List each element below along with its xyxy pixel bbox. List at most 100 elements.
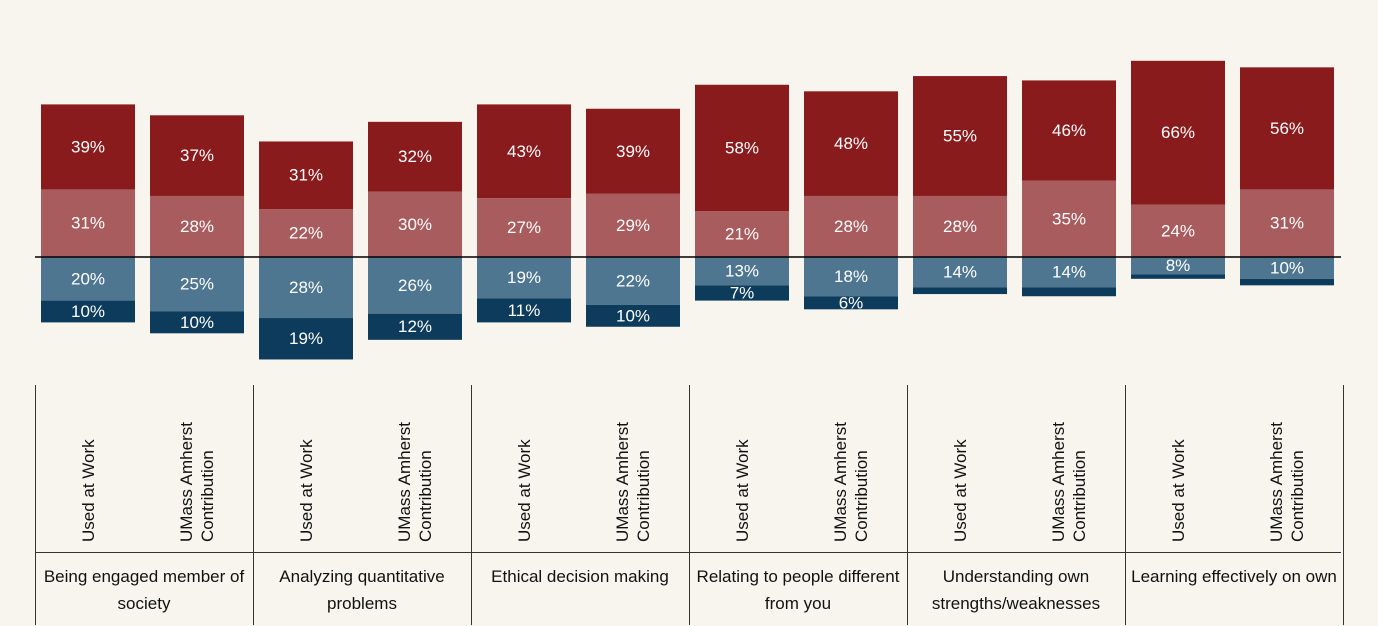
value-label: 28% (943, 217, 977, 236)
bar-segment (1240, 257, 1334, 279)
bar-segment (695, 84, 789, 212)
group-separator (1343, 385, 1344, 625)
bar-segment (804, 91, 898, 196)
bar-segment (477, 198, 571, 257)
group-separator (1125, 385, 1126, 625)
value-label: 66% (1161, 123, 1195, 142)
bar-segment (368, 121, 462, 192)
bar-segment (150, 115, 244, 196)
value-label: 10% (180, 313, 214, 332)
bar-segment (913, 257, 1007, 288)
bar-segment (1240, 67, 1334, 190)
bar-segment (150, 311, 244, 334)
bar-segment (41, 300, 135, 323)
group-label: Learning effectively on own (1131, 567, 1337, 586)
bar-label: Used at Work (514, 439, 534, 542)
value-label: 30% (398, 215, 432, 234)
bar-label: Used at Work (78, 439, 98, 542)
bar-label: Used at Work (296, 439, 316, 542)
bar-segment (477, 298, 571, 323)
value-label: 39% (616, 142, 650, 161)
group-label: Ethical decision making (491, 567, 669, 586)
axis-rule (35, 552, 1341, 553)
value-label: 39% (71, 137, 105, 156)
value-label: 31% (1270, 214, 1304, 233)
value-label: 7% (730, 283, 755, 302)
group-separator (35, 385, 36, 625)
bar-segment (259, 141, 353, 210)
value-label: 55% (943, 126, 977, 145)
value-label: 48% (834, 134, 868, 153)
value-label: 25% (180, 275, 214, 294)
bar-label: UMass Amherst Contribution (1049, 422, 1089, 542)
value-label: 26% (398, 276, 432, 295)
bar-segment (804, 257, 898, 297)
bar-segment (1240, 189, 1334, 257)
bar-segment (1022, 80, 1116, 181)
bar-segment (368, 191, 462, 257)
bar-segment (695, 257, 789, 286)
group-separator (907, 385, 908, 625)
group-label: Relating to people different from you (696, 567, 900, 613)
bar-segment (913, 195, 1007, 257)
bar-segment (1131, 257, 1225, 275)
bar-segment (41, 257, 135, 301)
group-separator (689, 385, 690, 625)
bar-segment (1022, 257, 1116, 288)
bar-segment (259, 209, 353, 257)
value-label: 11% (508, 301, 541, 320)
value-label: 56% (1270, 119, 1304, 138)
bar-segment (1131, 274, 1225, 279)
value-label: 37% (180, 146, 214, 165)
value-label: 19% (289, 329, 323, 348)
value-label: 19% (507, 268, 541, 287)
value-label: 10% (1270, 258, 1304, 277)
value-label: 22% (616, 271, 650, 290)
value-label: 22% (289, 224, 323, 243)
bar-label: UMass Amherst Contribution (395, 422, 435, 542)
bar-segment (259, 318, 353, 360)
bar-segment (41, 104, 135, 190)
bar-label: Used at Work (1168, 439, 1188, 542)
value-label: 12% (398, 317, 432, 336)
group-separator (471, 385, 472, 625)
group-label: Analyzing quantitative problems (279, 567, 445, 613)
value-label: 31% (71, 214, 105, 233)
bar-label: Used at Work (732, 439, 752, 542)
value-label: 35% (1052, 209, 1086, 228)
bar-segment (913, 287, 1007, 295)
bar-segment (586, 193, 680, 257)
value-label: 21% (725, 225, 759, 244)
group-label: Being engaged member of society (43, 567, 245, 613)
bar-label: UMass Amherst Contribution (1267, 422, 1307, 542)
value-label: 31% (289, 166, 323, 185)
value-label: 13% (725, 262, 759, 281)
value-label: 28% (289, 278, 323, 297)
bar-segment (586, 257, 680, 305)
value-label: 27% (507, 218, 541, 237)
value-label: 29% (616, 216, 650, 235)
bar-label: UMass Amherst Contribution (177, 422, 217, 542)
value-label: 6% (839, 293, 864, 312)
value-label: 43% (507, 142, 541, 161)
bar-segment (1022, 287, 1116, 297)
bar-segment (586, 108, 680, 194)
bar-segment (368, 313, 462, 340)
value-label: 28% (834, 217, 868, 236)
bar-segment (1131, 60, 1225, 205)
group-label: Understanding own strengths/weaknesses (931, 567, 1101, 613)
value-label: 14% (943, 263, 977, 282)
bar-label: Used at Work (950, 439, 970, 542)
value-label: 10% (616, 306, 650, 325)
bar-segment (477, 104, 571, 199)
bar-segment (586, 304, 680, 327)
bar-segment (259, 257, 353, 319)
bar-segment (150, 257, 244, 312)
bar-segment (913, 76, 1007, 196)
bar-segment (804, 195, 898, 257)
bar-segment (41, 189, 135, 257)
value-label: 32% (398, 147, 432, 166)
bar-segment (1240, 278, 1334, 286)
